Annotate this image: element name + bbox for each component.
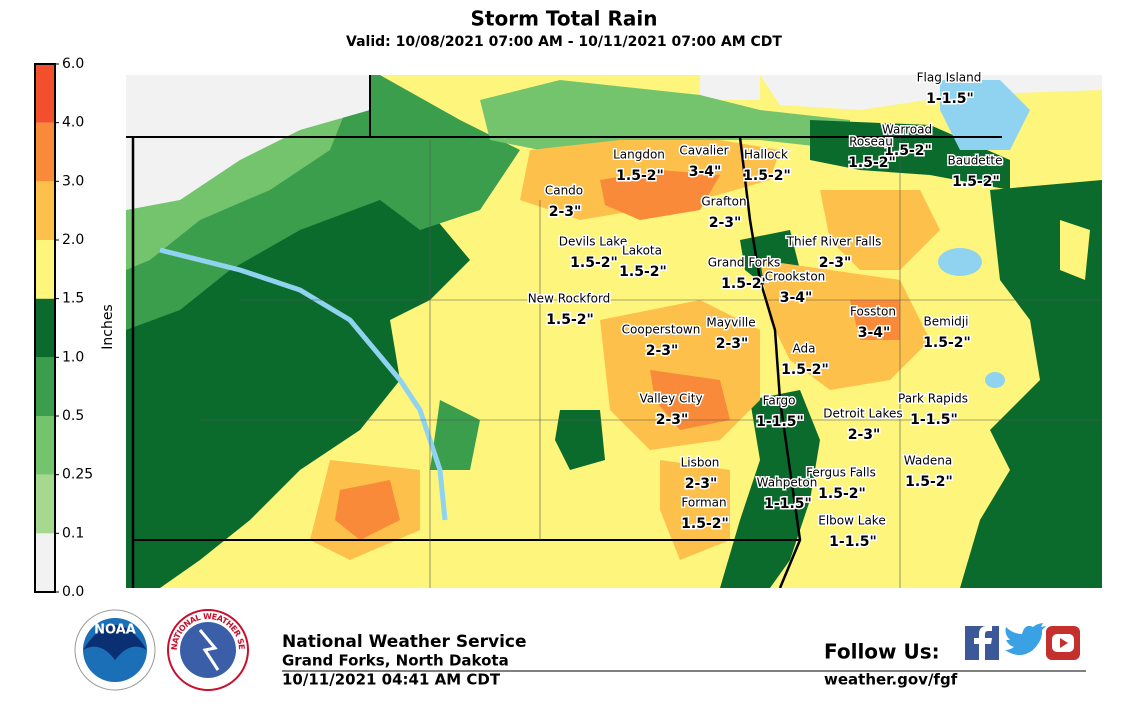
- city-name: Park Rapids: [898, 392, 968, 406]
- legend-tick-label: 4.0: [62, 115, 84, 131]
- legend-bin: [35, 240, 55, 299]
- city-name: Devils Lake: [559, 235, 627, 249]
- legend-bin: [35, 416, 55, 475]
- city-name: Grafton: [701, 195, 746, 209]
- rain-range: 1-1.5": [829, 534, 877, 550]
- legend-tick-label: 1.0: [62, 349, 84, 365]
- city-name: Lisbon: [681, 456, 720, 470]
- rain-range: 1.5-2": [884, 143, 932, 159]
- city-name: Flag Island: [917, 71, 982, 85]
- rain-range: 1.5-2": [619, 264, 667, 280]
- legend-bin: [35, 64, 55, 123]
- legend-frame: [34, 63, 56, 593]
- rain-range: 1.5-2": [818, 486, 866, 502]
- city-name: Thief River Falls: [786, 235, 882, 249]
- city-name: Cooperstown: [622, 323, 701, 337]
- facebook-icon[interactable]: [965, 626, 999, 660]
- rain-range: 2-3": [685, 476, 718, 492]
- city-name: Bemidji: [924, 315, 969, 329]
- city-name: Wahpeton: [757, 476, 818, 490]
- city-name: Elbow Lake: [818, 514, 885, 528]
- title: Storm Total Rain: [471, 7, 658, 31]
- legend-bin: [35, 181, 55, 240]
- issued: 10/11/2021 04:41 AM CDT: [282, 671, 501, 689]
- rain-range: 2-3": [646, 343, 679, 359]
- legend-tick-label: 3.0: [62, 173, 84, 189]
- rain-range: 1-1.5": [764, 496, 812, 512]
- city-name: New Rockford: [528, 292, 611, 306]
- city-name: Grand Forks: [708, 256, 781, 270]
- subtitle: Valid: 10/08/2021 07:00 AM - 10/11/2021 …: [346, 34, 782, 50]
- rain-range: 2-3": [709, 215, 742, 231]
- city-name: Roseau: [849, 135, 893, 149]
- city-name: Wadena: [904, 454, 952, 468]
- rain-range: 1.5-2": [681, 516, 729, 532]
- legend-bin: [35, 298, 55, 358]
- legend-bin: [35, 122, 55, 182]
- youtube-icon[interactable]: [1046, 626, 1080, 660]
- rain-range: 1.5-2": [570, 255, 618, 271]
- rain-range: 1.5-2": [905, 474, 953, 490]
- rain-range: 3-4": [689, 164, 722, 180]
- follow: Follow Us:: [824, 640, 940, 664]
- rain-range: 2-3": [656, 412, 689, 428]
- rain-range: 1.5-2": [952, 174, 1000, 190]
- city-name: Cavalier: [679, 144, 728, 158]
- city-name: Baudette: [948, 154, 1003, 168]
- legend-tick-label: 2.0: [62, 232, 84, 248]
- legend-tick-label: 0.5: [62, 408, 84, 424]
- city-name: Cando: [545, 184, 583, 198]
- legend-tick-label: 6.0: [62, 56, 84, 72]
- rain-range: 2-3": [716, 336, 749, 352]
- city-name: Fosston: [850, 305, 896, 319]
- rain-range: 1.5-2": [721, 276, 769, 292]
- rain-range: 2-3": [848, 427, 881, 443]
- rain-range: 1.5-2": [781, 362, 829, 378]
- legend-tick-label: 0.0: [62, 584, 84, 600]
- city-name: Warroad: [882, 123, 932, 137]
- legend: 0.0 0.1 0.25 0.5 1.0 1.5 2.0 3.0 4.0 6.0: [34, 56, 93, 600]
- noaa-text: NOAA: [94, 623, 136, 638]
- rain-range: 1.5-2": [616, 168, 664, 184]
- city-name: Langdon: [613, 148, 665, 162]
- rain-range: 3-4": [780, 290, 813, 306]
- legend-bin: [35, 357, 55, 416]
- rain-range: 1.5-2": [848, 155, 896, 171]
- legend-bin: [35, 474, 55, 534]
- city-name: Mayville: [706, 316, 755, 330]
- rain-range: 1.5-2": [923, 335, 971, 351]
- rain-range: 2-3": [819, 255, 852, 271]
- city-name: Ada: [793, 342, 816, 356]
- rain-range: 1-1.5": [756, 414, 804, 430]
- rain-range: 2-3": [549, 204, 582, 220]
- rain-range: 3-4": [858, 325, 891, 341]
- location: Grand Forks, North Dakota: [282, 652, 509, 670]
- legend-label: Inches: [100, 304, 116, 349]
- legend-tick-label: 0.1: [62, 525, 84, 541]
- rain-range: 1-1.5": [926, 91, 974, 107]
- map: Flag Island1-1.5"Warroad1.5-2"Roseau1.5-…: [126, 69, 1102, 588]
- city-name: Detroit Lakes: [823, 407, 902, 421]
- city-name: Forman: [681, 496, 726, 510]
- legend-tick-label: 1.5: [62, 291, 84, 307]
- twitter-icon[interactable]: [1005, 623, 1046, 655]
- legend-tick-label: 0.25: [62, 467, 93, 483]
- city-name: Valley City: [639, 392, 702, 406]
- city-name: Crookston: [765, 270, 826, 284]
- legend-bin: [35, 533, 55, 592]
- city-name: Fargo: [763, 394, 796, 408]
- city-name: Hallock: [744, 148, 788, 162]
- city-name: Fergus Falls: [806, 466, 876, 480]
- rain-range: 1.5-2": [743, 168, 791, 184]
- url[interactable]: weather.gov/fgf: [824, 671, 958, 689]
- office: National Weather Service: [282, 632, 527, 652]
- noaa-logo: NOAA: [74, 609, 156, 691]
- city-name: Lakota: [622, 244, 662, 258]
- rain-range: 1.5-2": [546, 312, 594, 328]
- rain-range: 1-1.5": [910, 412, 958, 428]
